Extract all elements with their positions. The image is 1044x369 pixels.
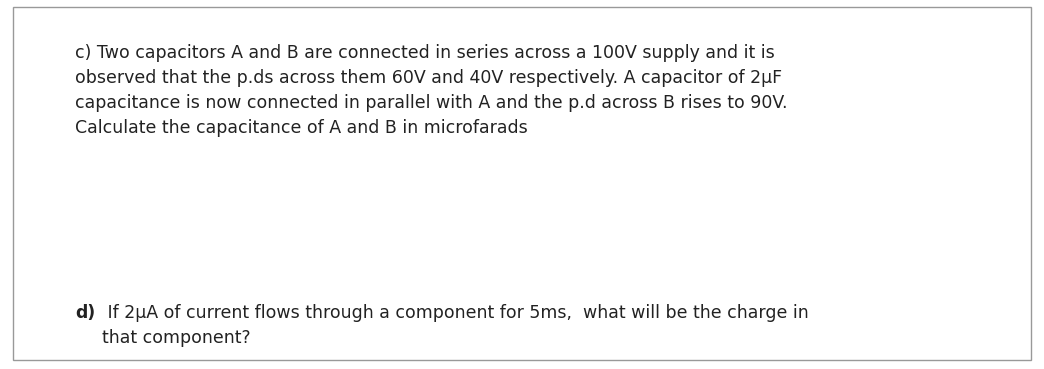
- Text: If 2μA of current flows through a component for 5ms,  what will be the charge in: If 2μA of current flows through a compon…: [102, 304, 809, 348]
- Text: d): d): [75, 304, 95, 323]
- Text: c) Two capacitors A and B are connected in series across a 100V supply and it is: c) Two capacitors A and B are connected …: [75, 44, 787, 137]
